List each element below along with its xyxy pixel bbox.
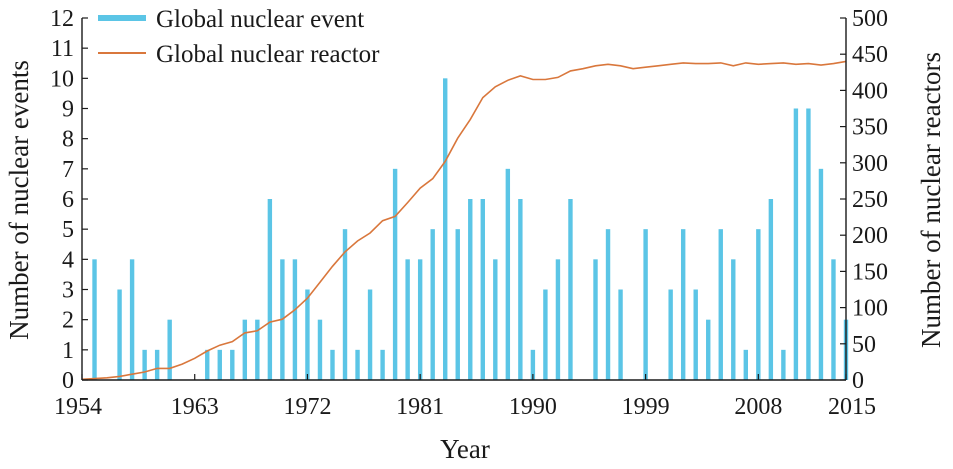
y-right-tick-label: 50	[852, 332, 876, 358]
event-bar	[605, 229, 611, 380]
y-left-tick-label: 2	[62, 308, 74, 334]
event-bar	[417, 259, 423, 380]
event-bar	[543, 289, 548, 380]
y-right-tick-label: 150	[852, 259, 888, 285]
event-bar	[405, 259, 410, 380]
event-bar	[530, 349, 536, 380]
x-tick-label: 1990	[509, 394, 557, 420]
event-bar	[305, 289, 310, 380]
event-bar	[317, 319, 323, 380]
event-bar	[330, 349, 335, 380]
event-bar	[718, 229, 723, 380]
event-bars	[92, 78, 849, 380]
y-axis-left-title: Number of nuclear events	[4, 60, 34, 340]
event-bar	[593, 259, 598, 380]
legend-label-events: Global nuclear event	[156, 6, 364, 33]
event-bar	[255, 319, 260, 380]
x-tick-label: 1972	[283, 394, 331, 420]
event-bar	[743, 349, 749, 380]
y-right-tick-label: 450	[852, 42, 888, 68]
event-bar	[292, 259, 298, 380]
event-bar	[643, 229, 648, 380]
x-tick-label: 2015	[828, 394, 876, 420]
event-bar	[493, 259, 498, 380]
event-bar	[680, 229, 686, 380]
reactor-line-group	[81, 60, 847, 381]
event-bar	[342, 229, 348, 380]
y-left-tick-label: 6	[62, 187, 74, 213]
event-bar	[781, 349, 786, 380]
y-left-tick-label: 3	[62, 278, 74, 304]
event-bar	[367, 289, 373, 380]
event-bar	[693, 289, 698, 380]
y-left-tick-label: 10	[50, 66, 74, 92]
legend-label-reactors: Global nuclear reactor	[156, 41, 380, 68]
event-bar	[355, 349, 360, 380]
event-bar	[768, 199, 774, 380]
event-bar	[430, 229, 435, 380]
event-bar	[443, 78, 448, 380]
y-left-tick-label: 5	[62, 217, 74, 243]
event-bar	[129, 259, 135, 380]
y-right-tick-label: 100	[852, 296, 888, 322]
ticks: 0123456789101112050100150200250300350400…	[50, 6, 888, 420]
y-left-tick-label: 7	[62, 157, 74, 183]
event-bar	[380, 349, 385, 380]
y-right-tick-label: 0	[852, 368, 864, 394]
event-bar	[205, 349, 210, 380]
event-bar	[468, 199, 473, 380]
event-bar	[167, 319, 172, 380]
event-bar	[480, 199, 485, 380]
y-right-tick-label: 300	[852, 151, 888, 177]
event-bar	[92, 259, 97, 380]
event-bar	[142, 349, 147, 380]
event-bar	[505, 168, 511, 380]
event-bar	[267, 199, 273, 380]
y-right-tick-label: 350	[852, 115, 888, 141]
event-bar	[793, 108, 799, 380]
y-left-tick-label: 0	[62, 368, 74, 394]
x-tick-label: 1999	[622, 394, 670, 420]
y-left-tick-label: 4	[62, 247, 74, 273]
y-left-tick-label: 9	[62, 97, 74, 123]
y-left-tick-label: 8	[62, 127, 74, 153]
y-right-tick-label: 200	[852, 223, 888, 249]
event-bar	[806, 108, 811, 380]
event-bar	[392, 168, 398, 380]
event-bar	[518, 199, 523, 380]
event-bar	[568, 199, 573, 380]
event-bar	[818, 168, 824, 380]
y-left-tick-label: 11	[51, 36, 74, 62]
event-bar	[555, 259, 561, 380]
event-bar	[217, 349, 222, 380]
x-tick-label: 1954	[54, 394, 102, 420]
reactor-line	[81, 60, 847, 381]
x-tick-label: 2008	[734, 394, 782, 420]
y-right-tick-label: 400	[852, 78, 888, 104]
legend: Global nuclear event Global nuclear reac…	[98, 6, 380, 68]
event-bar	[154, 349, 160, 380]
y-right-tick-label: 500	[852, 6, 888, 32]
event-bar	[831, 259, 836, 380]
y-left-tick-label: 1	[62, 338, 74, 364]
event-bar	[668, 289, 673, 380]
event-bar	[455, 229, 460, 380]
event-bar	[731, 259, 736, 380]
y-axis-right-title: Number of nuclear reactors	[916, 52, 946, 348]
event-bar	[706, 319, 711, 380]
y-right-tick-label: 250	[852, 187, 888, 213]
event-bar	[242, 319, 248, 380]
event-bar	[756, 229, 761, 380]
event-bar	[618, 289, 623, 380]
event-bar	[117, 289, 122, 380]
x-axis-title: Year	[440, 434, 490, 464]
event-bar	[230, 349, 235, 380]
y-left-tick-label: 12	[50, 6, 74, 32]
x-tick-label: 1981	[396, 394, 444, 420]
x-tick-label: 1963	[171, 394, 219, 420]
